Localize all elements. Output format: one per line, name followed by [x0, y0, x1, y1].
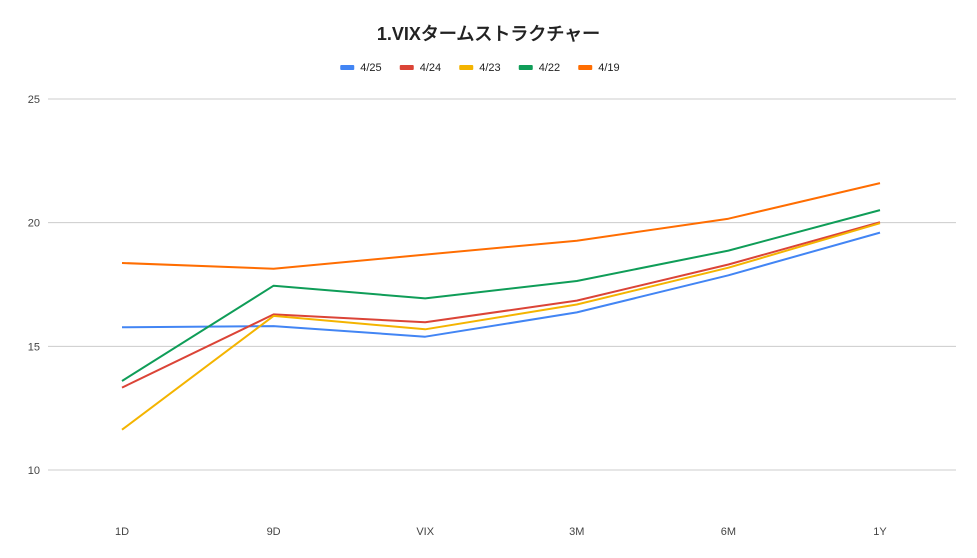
x-tick-label: 3M: [569, 526, 584, 538]
legend-swatch: [578, 65, 593, 70]
grid-lines: [48, 98, 956, 471]
x-tick-label: 1Y: [873, 526, 887, 538]
x-tick-label: 6M: [721, 526, 736, 538]
legend-swatch: [399, 65, 414, 70]
y-tick-label: 20: [28, 218, 40, 230]
series-line-4-19: [121, 182, 881, 270]
y-tick-label: 15: [28, 341, 40, 353]
y-tick-label: 25: [28, 94, 40, 106]
y-axis-ticks: 10 15 20 25: [28, 94, 40, 477]
legend-swatch: [340, 65, 355, 70]
x-tick-label: VIX: [416, 526, 434, 538]
x-tick-label: 9D: [267, 526, 281, 538]
chart-title: 1.VIXタームストラクチャー: [376, 24, 601, 44]
legend-label: 4/19: [598, 62, 619, 74]
x-tick-label: 1D: [115, 526, 129, 538]
legend-label: 4/25: [360, 62, 381, 74]
legend-label: 4/23: [479, 62, 500, 74]
x-axis-ticks: 1D 9D VIX 3M 6M 1Y: [115, 526, 887, 538]
legend-label: 4/22: [539, 62, 560, 74]
series-line-4-23: [121, 222, 881, 431]
legend-label: 4/24: [420, 62, 441, 74]
legend: 4/25 4/24 4/23 4/22 4/19: [340, 62, 620, 74]
legend-swatch: [459, 65, 474, 70]
series-lines: [121, 182, 881, 431]
series-line-4-22: [121, 209, 881, 382]
series-line-4-24: [121, 221, 881, 389]
legend-swatch: [518, 65, 533, 70]
y-tick-label: 10: [28, 465, 40, 477]
